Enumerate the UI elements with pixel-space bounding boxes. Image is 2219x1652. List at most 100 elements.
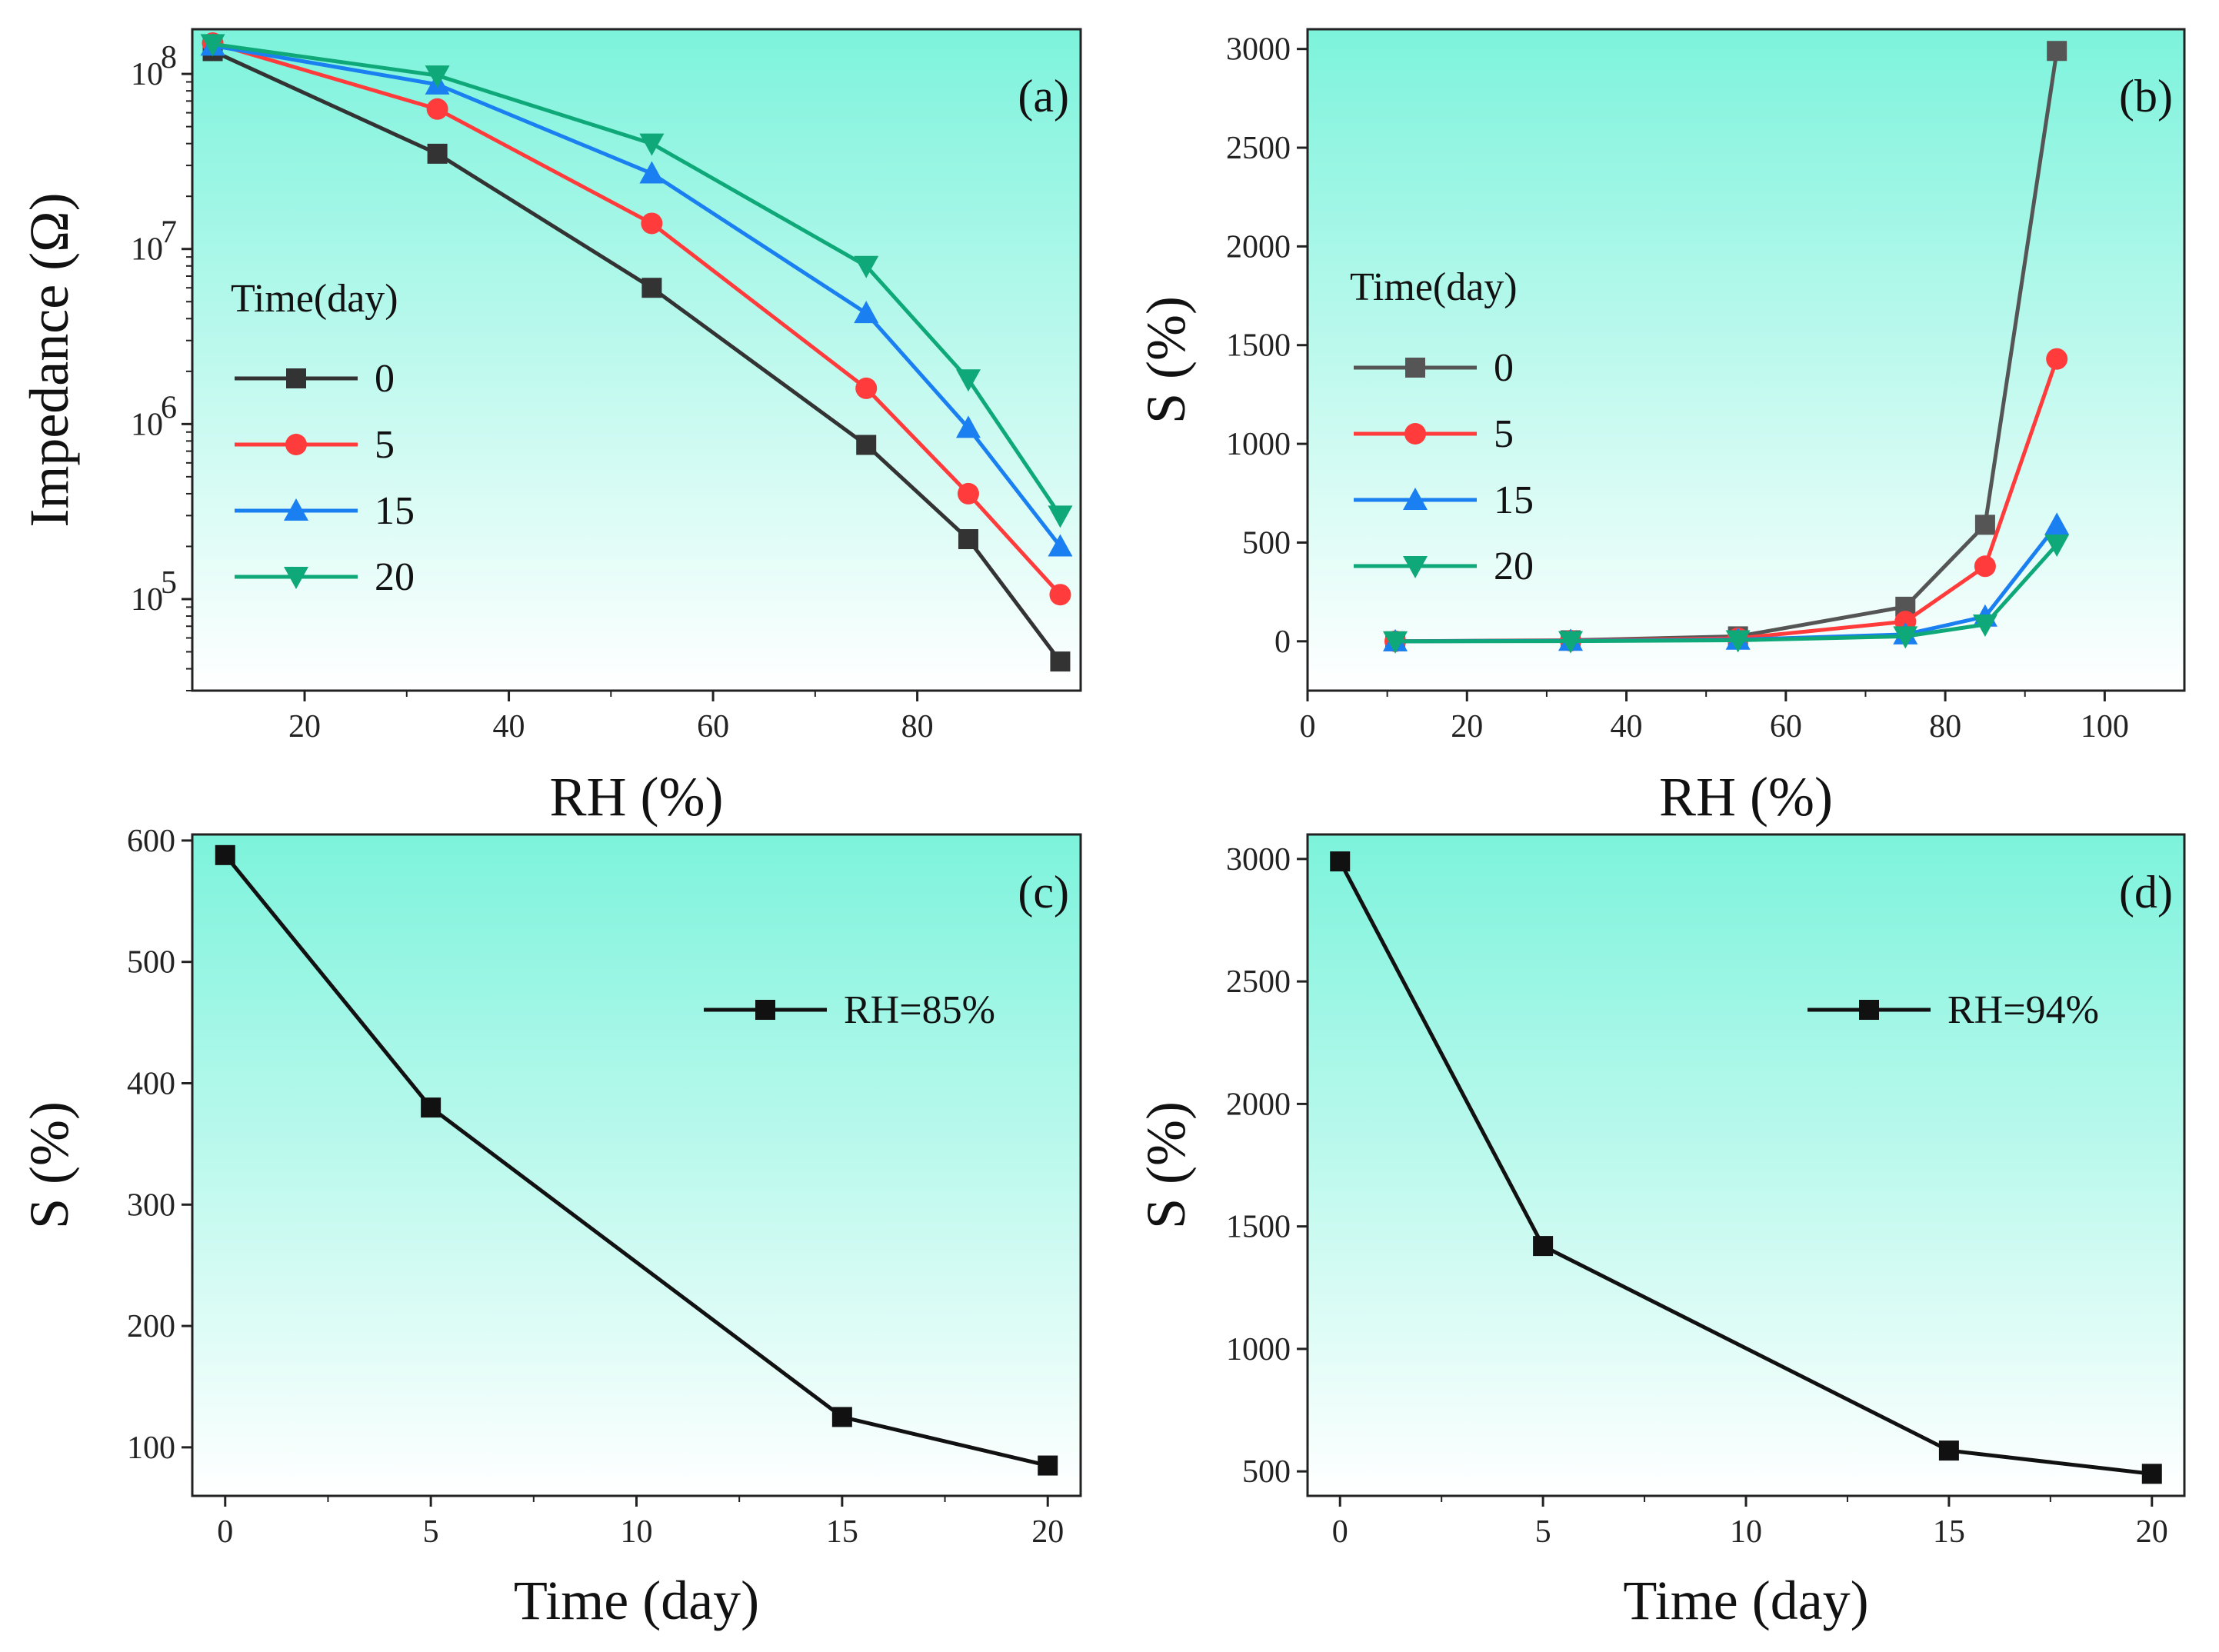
y-tick-label: 300	[127, 1187, 175, 1223]
y-tick-label: 500	[1242, 525, 1291, 561]
plot-background	[1308, 834, 2184, 1496]
legend: Time(day) 0 5 15 20	[1350, 265, 1534, 588]
series-line	[212, 41, 1062, 596]
y-tick-label: 0	[1274, 624, 1291, 660]
plot-frame	[191, 28, 1082, 692]
data-point	[958, 529, 978, 550]
x-tick-label: 0	[1332, 1514, 1348, 1550]
data-point	[2047, 41, 2067, 62]
data-point	[1048, 505, 1073, 528]
panel-d: 0 5 10 15 20 500 1000 1500 2000 2500 3000 Time (day…	[1135, 833, 2186, 1631]
x-axis-title: Time (day)	[1623, 1570, 1868, 1631]
series-rh-85-	[215, 844, 1058, 1476]
legend-label: 20	[375, 555, 415, 599]
data-point	[215, 844, 235, 865]
y-tick-exponent: 8	[161, 40, 177, 75]
data-point	[1330, 851, 1351, 872]
y-tick-label: 10	[131, 582, 163, 618]
series-rh-94-	[1330, 851, 2162, 1484]
legend-label: 5	[1494, 412, 1514, 456]
x-tick-label: 60	[697, 709, 729, 744]
y-tick-label: 10	[131, 232, 163, 268]
panel-label: (d)	[2119, 867, 2173, 918]
x-tick-label: 0	[1300, 709, 1316, 744]
y-tick-label: 2500	[1226, 964, 1291, 1000]
y-tick-label: 2500	[1226, 131, 1291, 166]
legend-label: 0	[375, 357, 395, 401]
panel-label: (b)	[2119, 71, 2173, 122]
y-tick-exponent: 7	[161, 215, 177, 251]
legend-marker	[1403, 556, 1428, 578]
data-point	[1974, 515, 1995, 535]
legend-marker	[285, 434, 307, 455]
data-point	[200, 34, 225, 57]
y-tick-label: 2000	[1226, 229, 1291, 265]
data-point	[1893, 626, 1918, 649]
x-tick-label: 80	[901, 709, 934, 744]
data-point	[2046, 348, 2068, 370]
legend-marker	[1403, 488, 1428, 510]
data-point	[2044, 512, 2070, 535]
legend-label: 5	[375, 423, 395, 467]
legend-marker	[1859, 1000, 1879, 1020]
series-line	[212, 49, 1062, 663]
x-tick-label: 20	[1451, 709, 1483, 744]
y-axis-title: S (%)	[1135, 1101, 1197, 1229]
legend-label: 15	[1494, 478, 1534, 522]
plot-background	[192, 29, 1081, 691]
x-tick-label: 5	[1535, 1514, 1551, 1550]
x-tick-label: 60	[1770, 709, 1802, 744]
legend: RH=85%	[704, 988, 995, 1032]
y-tick-label: 1500	[1226, 1210, 1291, 1245]
data-point	[639, 161, 665, 184]
y-tick-label: 2000	[1226, 1087, 1291, 1122]
legend-marker	[284, 498, 308, 521]
data-point	[854, 301, 879, 324]
y-tick-label: 3000	[1226, 842, 1291, 878]
x-axis-title: Time (day)	[514, 1570, 759, 1631]
legend-marker	[1405, 358, 1425, 378]
x-tick-label: 0	[217, 1514, 233, 1550]
x-tick-label: 40	[493, 709, 525, 744]
legend-title: Time(day)	[231, 277, 398, 321]
x-tick-label: 10	[621, 1514, 653, 1550]
x-tick-label: 20	[2136, 1514, 2168, 1550]
data-point	[1974, 555, 1996, 578]
data-point	[425, 65, 450, 88]
x-axis-title: RH (%)	[550, 766, 724, 828]
data-point	[1938, 1441, 1959, 1461]
y-tick-label: 10	[131, 407, 163, 442]
x-tick-label: 100	[2081, 709, 2129, 744]
data-point	[641, 278, 662, 298]
data-point	[1972, 615, 1997, 637]
data-point	[2141, 1464, 2162, 1484]
legend-marker	[286, 368, 306, 388]
plot-frame	[1306, 28, 2186, 692]
x-tick-label: 80	[1929, 709, 1961, 744]
y-tick-label: 200	[127, 1309, 175, 1344]
x-axis-title: RH (%)	[1659, 766, 1833, 828]
y-axis-title: S (%)	[18, 1101, 80, 1229]
y-tick-label: 500	[127, 945, 175, 981]
y-axis-title: S (%)	[1135, 296, 1197, 424]
data-point	[955, 415, 981, 438]
x-tick-label: 40	[1611, 709, 1643, 744]
x-tick-label: 5	[423, 1514, 439, 1550]
data-point	[1533, 1236, 1554, 1257]
y-axis-title: Impedance (Ω)	[18, 192, 80, 527]
x-tick-label: 15	[826, 1514, 858, 1550]
data-point	[1558, 631, 1583, 654]
legend-marker	[755, 1000, 775, 1020]
series-20	[200, 34, 1073, 528]
legend-title: Time(day)	[1350, 265, 1518, 309]
legend: Time(day) 0 5 15 20	[231, 277, 415, 599]
data-point	[641, 212, 663, 235]
panel-c: 0 5 10 15 20 100 200 300 400 500 600 Time (day) S (%…	[18, 824, 1082, 1631]
y-tick-label: 10	[131, 57, 163, 92]
x-tick-label: 10	[1730, 1514, 1762, 1550]
y-tick-label: 500	[1242, 1454, 1291, 1490]
legend-label: RH=85%	[844, 988, 995, 1032]
